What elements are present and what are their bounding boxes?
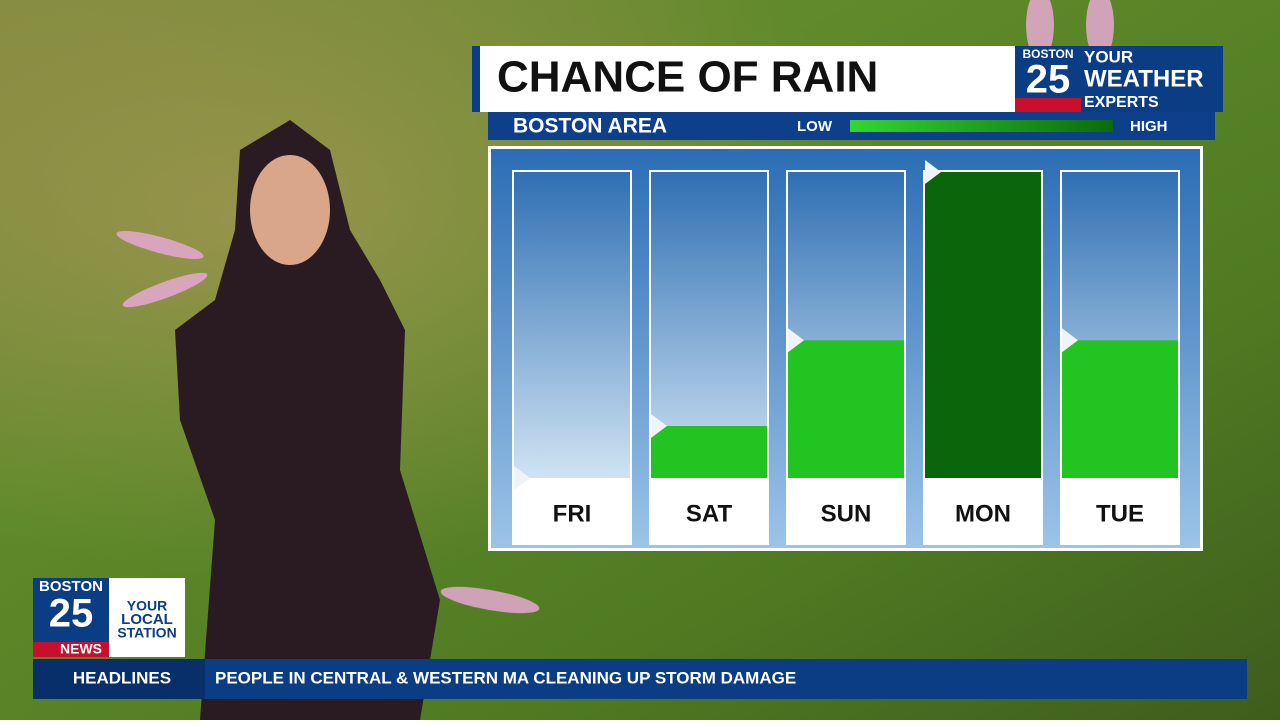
scale-high: HIGH — [1130, 118, 1168, 135]
bug-tagline: LOCAL — [121, 611, 173, 628]
bar-marker — [651, 413, 667, 438]
bar-marker — [925, 160, 941, 184]
bars: FRI SAT SUN MON TUE — [512, 160, 1180, 545]
bar — [788, 340, 904, 478]
bug-label: NEWS — [60, 641, 102, 657]
bar — [925, 172, 1041, 478]
column-label-box — [651, 478, 767, 544]
ticker-text: PEOPLE IN CENTRAL & WESTERN MA CLEANING … — [215, 668, 796, 687]
logo-tagline: EXPERTS — [1084, 94, 1159, 111]
x-tick-label: SAT — [686, 500, 733, 527]
bug-number: 25 — [49, 592, 94, 636]
scale-bar — [850, 120, 1113, 132]
column-label-box — [925, 478, 1041, 544]
bug-tagline: YOUR — [127, 598, 167, 614]
logo-red — [1015, 98, 1081, 112]
x-tick-label: MON — [955, 500, 1011, 527]
x-tick-label: TUE — [1096, 500, 1144, 527]
logo-station: BOSTON — [1022, 47, 1073, 61]
flower — [116, 0, 1114, 614]
x-tick-label: FRI — [553, 500, 592, 527]
scale-low: LOW — [797, 118, 833, 135]
chart-subtitle: BOSTON AREA — [513, 115, 667, 138]
ticker — [33, 659, 1247, 699]
ticker-label-box — [33, 659, 205, 699]
title-stripe — [472, 46, 480, 112]
logo-tagline: WEATHER — [1084, 65, 1204, 92]
presenter-face — [250, 155, 330, 265]
bar-marker — [514, 466, 530, 490]
logo-number: 25 — [1026, 58, 1071, 102]
x-tick-label: SUN — [821, 500, 872, 527]
column-label-box — [514, 478, 630, 544]
logo-tagline: YOUR — [1084, 47, 1133, 66]
bar-marker — [788, 328, 804, 353]
ticker-label: HEADLINES — [73, 668, 171, 687]
column-sky — [514, 172, 630, 478]
bug-station: BOSTON — [39, 578, 103, 595]
bar — [1062, 340, 1178, 478]
chart-title: CHANCE OF RAIN — [497, 53, 878, 102]
bar — [651, 425, 767, 478]
bug-red — [33, 642, 109, 657]
column-label-box — [1062, 478, 1178, 544]
presenter — [175, 120, 440, 720]
bar-marker — [1062, 328, 1078, 353]
column-label-box — [788, 478, 904, 544]
bug-tagline: STATION — [117, 625, 176, 641]
